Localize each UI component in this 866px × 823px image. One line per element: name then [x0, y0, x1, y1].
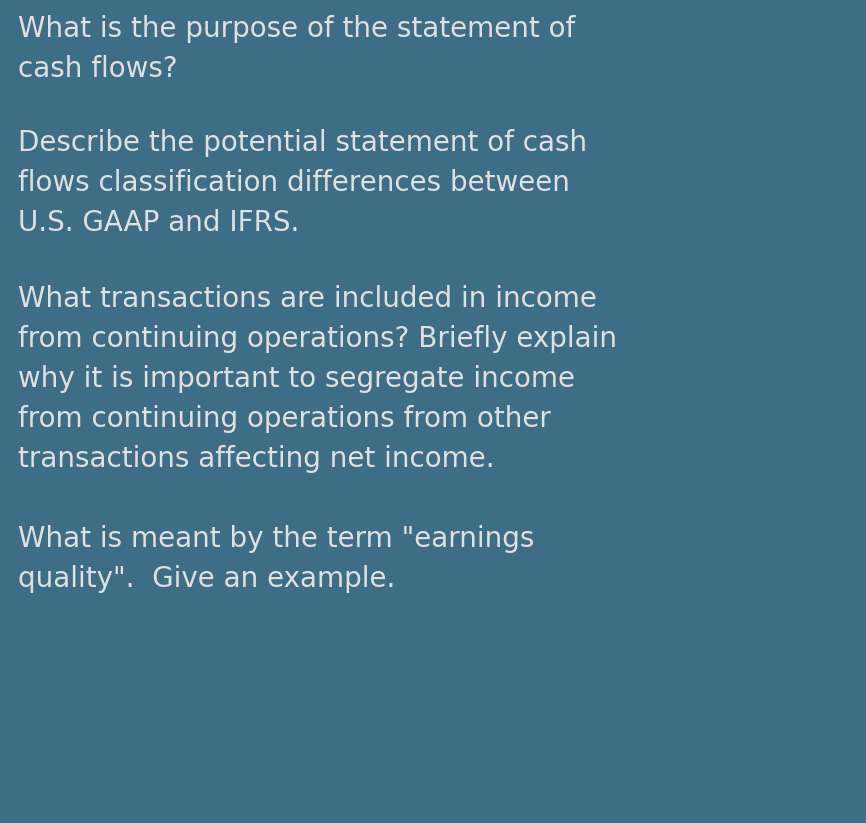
Text: What is meant by the term "earnings
quality".  Give an example.: What is meant by the term "earnings qual…: [18, 525, 534, 593]
Text: What is the purpose of the statement of
cash flows?: What is the purpose of the statement of …: [18, 15, 575, 83]
Text: What transactions are included in income
from continuing operations? Briefly exp: What transactions are included in income…: [18, 285, 617, 473]
Text: Describe the potential statement of cash
flows classification differences betwee: Describe the potential statement of cash…: [18, 129, 587, 237]
